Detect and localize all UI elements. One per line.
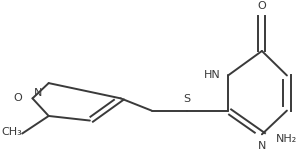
Text: N: N xyxy=(258,141,266,151)
Text: CH₃: CH₃ xyxy=(2,127,22,137)
Text: N: N xyxy=(34,88,43,98)
Text: S: S xyxy=(183,94,190,104)
Text: HN: HN xyxy=(204,70,221,80)
Text: O: O xyxy=(257,1,266,11)
Text: NH₂: NH₂ xyxy=(276,134,298,144)
Text: O: O xyxy=(14,93,22,103)
